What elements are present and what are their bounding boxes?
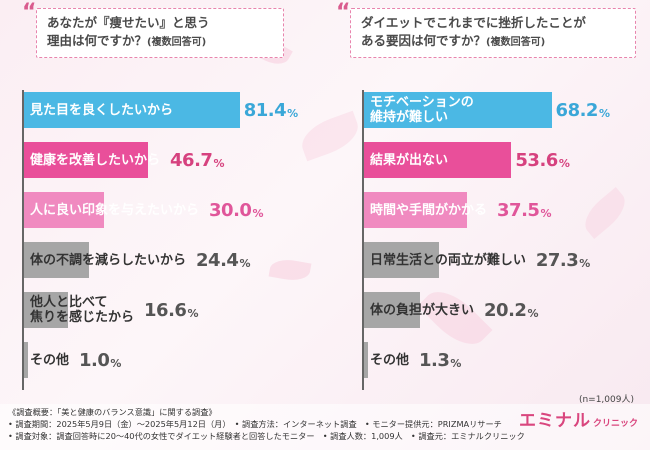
bar-label: 人に良い印象を与えたいから [30,202,200,218]
bar-label: 日常生活との両立が難しい [370,252,526,268]
question-box: あなたが『痩せたい』と思う 理由は何ですか？(複数回答可) [36,8,284,58]
bar: その他 [24,342,69,378]
bar-label: 他人と比べて 焦りを感じたから [30,295,135,325]
quote-icon: “ [22,0,37,25]
bar: 見た目を良くしたいから [24,92,240,128]
bar: 体の負担が大きい [364,292,474,328]
sample-size-note: (n=1,009人) [578,395,634,405]
bar: 体の不調を減らしたいから [24,242,186,278]
footer-line: • 調査対象：調査回答時に20～40代の女性でダイエット経験者と回答したモニター… [8,431,525,441]
value-label: 20.2% [484,299,539,321]
question-suffix: (複数回答可) [486,37,546,48]
quote-icon: “ [336,0,351,25]
bar: 人に良い印象を与えたいから [24,192,199,228]
value-label: 81.4% [243,99,299,121]
bar: 時間や手間がかかる [364,192,487,228]
value-label: 46.7% [170,149,225,171]
axis-line [362,90,364,390]
bar-label: その他 [30,352,70,368]
bar: モチベーションの 維持が難しい [364,92,552,128]
axis-line [22,90,24,390]
bar-label: 健康を改善したいから [30,152,161,168]
bar-label: その他 [370,352,410,368]
bar-label: 体の不調を減らしたいから [30,252,187,268]
question-line: 理由は何ですか？ [47,33,148,48]
footer-title: 《調査概要：「美と健康のバランス意識」に関する調査》 [8,407,217,417]
question-line: ダイエットでこれまでに挫折したことが [361,15,586,30]
bar-label: 時間や手間がかかる [370,202,488,218]
question-box: ダイエットでこれまでに挫折したことが ある要因は何ですか？(複数回答可) [350,8,636,58]
question-suffix: (複数回答可) [147,37,207,48]
chart-panel-reasons: あなたが『痩せたい』と思う 理由は何ですか？(複数回答可) “ 見た目を良くした… [8,2,322,400]
brand-logo: エミナル クリニック [519,406,638,431]
value-label: 30.0% [209,199,264,221]
brand-name: エミナル [518,411,591,431]
question-line: ある要因は何ですか？ [361,33,487,48]
bar: 他人と比べて 焦りを感じたから [24,292,134,328]
bar-label: 見た目を良くしたいから [30,102,174,118]
survey-footer: 《調査概要：「美と健康のバランス意識」に関する調査》 • 調査期間：2025年5… [0,404,650,450]
chart-panel-setbacks: ダイエットでこれまでに挫折したことが ある要因は何ですか？(複数回答可) “ モ… [328,2,642,405]
value-label: 68.2% [555,99,610,121]
value-label: 37.5% [497,199,552,221]
brand-sub: クリニック [592,419,638,429]
value-label: 53.6% [515,149,570,171]
value-label: 27.3% [535,249,591,271]
value-label: 1.3% [419,349,462,371]
bar-label: 結果が出ない [370,152,449,168]
value-label: 16.6% [144,299,199,321]
bar: 健康を改善したいから [24,142,160,178]
bar: その他 [364,342,409,378]
bar-label: モチベーションの 維持が難しい [370,95,474,125]
question-line: あなたが『痩せたい』と思う [47,15,210,30]
bar-label: 体の負担が大きい [370,302,475,318]
value-label: 1.0% [79,349,122,371]
bar: 日常生活との両立が難しい [364,242,526,278]
footer-line: • 調査期間：2025年5月9日（金）～2025年5月12日（月） • 調査方法… [8,419,502,429]
bar: 結果が出ない [364,142,512,178]
value-label: 24.4% [196,249,251,271]
